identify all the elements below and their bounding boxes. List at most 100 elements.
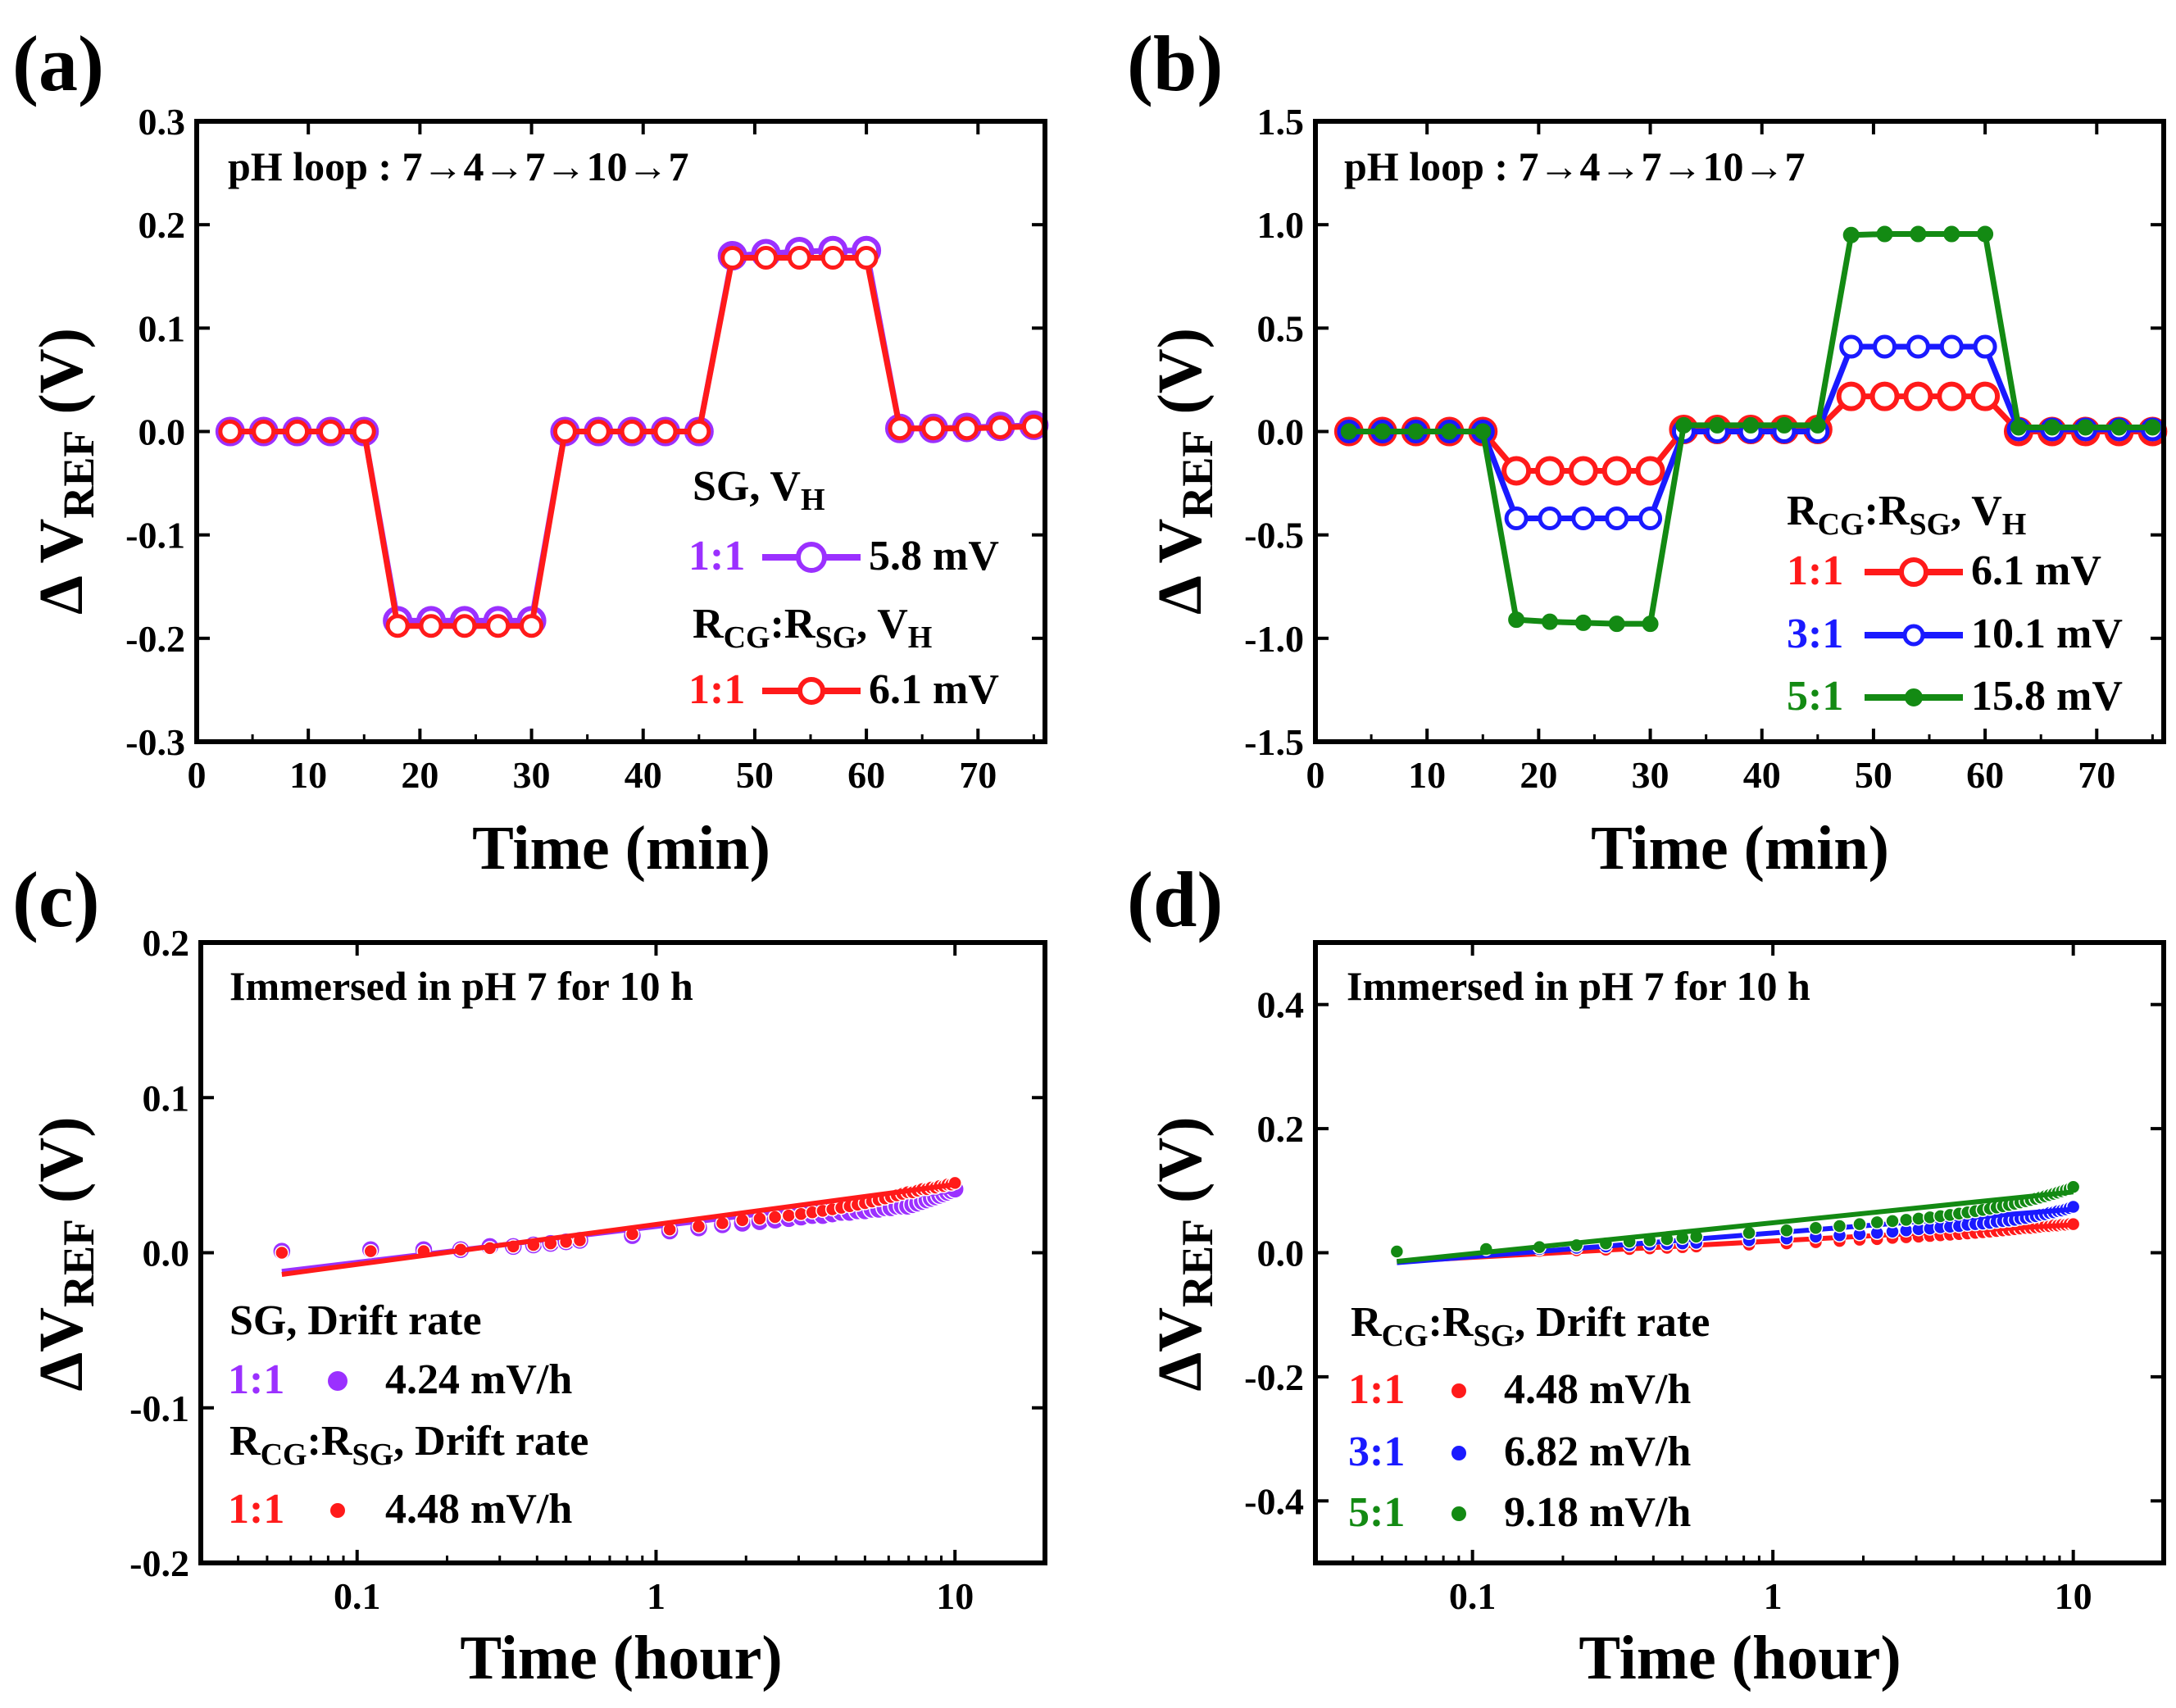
- panel-b-ytick-label: -1.0: [1244, 618, 1304, 660]
- panel-letter-a: (a): [12, 20, 104, 107]
- panel-b-series-3-point: [2010, 419, 2027, 436]
- panel-b-series-2-point: [1538, 506, 1562, 530]
- panel-a-series-2-point: [586, 420, 611, 443]
- panel-d-xtick-label: 10: [2055, 1575, 2092, 1617]
- legend-d-value-2: 6.82 mV/h: [1504, 1429, 1691, 1475]
- panel-b-annotation: pH loop : 7→4→7→10→7: [1344, 143, 1806, 189]
- panel-b-series-2-point: [1939, 334, 1964, 359]
- panel-d: (d) ΔVREF (V) Time (hour) 0.1 1 10 -0.4 -0.2…: [1127, 856, 2166, 1692]
- panel-c-ytick-label: 0.2: [143, 922, 190, 964]
- panel-b-series-3-point: [2144, 419, 2161, 436]
- panel-a-series-2-point: [520, 614, 544, 638]
- panel-b-series-2-point: [1605, 506, 1629, 530]
- panel-d-series-3-point: [1885, 1214, 1900, 1229]
- panel-d-ytick-label: -0.4: [1244, 1480, 1304, 1522]
- panel-d-annotation: Immersed in pH 7 for 10 h: [1347, 963, 1810, 1009]
- panel-b-series-2-point: [1906, 334, 1930, 359]
- panel-b-series-1-point: [1937, 381, 1967, 411]
- panel-a-annotation: pH loop : 7→4→7→10→7: [228, 143, 689, 189]
- panel-d-series-3-point: [1742, 1225, 1756, 1241]
- panel-d-ytick-label: 0.4: [1257, 984, 1305, 1026]
- legend-d-key-1: 1:1: [1348, 1366, 1405, 1413]
- legend-a-rcg-title: RCG:RSG, VH: [693, 601, 932, 655]
- panel-b-series-3-point: [1642, 616, 1659, 633]
- panel-c-xtick-label: 0.1: [334, 1575, 381, 1617]
- panel-b-ytick-label: 1.0: [1257, 204, 1305, 246]
- panel-c-series-2-point: [781, 1208, 797, 1223]
- panel-b-series-2-point: [1504, 506, 1529, 530]
- panel-b-series-3-point: [1508, 611, 1525, 629]
- panel-d-series-3-point: [1832, 1219, 1847, 1233]
- panel-b-ytick-label: 1.5: [1257, 101, 1305, 143]
- panel-a-series-2-point: [653, 420, 678, 443]
- panel-c-xtick-label: 10: [936, 1575, 974, 1617]
- panel-a-ylabel: Δ VREF (V): [27, 328, 103, 615]
- legend-c-value-2: 4.48 mV/h: [385, 1486, 572, 1533]
- panel-a-series-2-point: [754, 246, 779, 270]
- panel-d-legend: RCG:RSG, Drift rate 1:1 4.48 mV/h 3:1 6.…: [1348, 1299, 1710, 1536]
- panel-a-series-2-point: [888, 416, 912, 441]
- panel-b-xtick-label: 40: [1743, 754, 1781, 796]
- panel-b-series-1-point: [1970, 381, 2001, 411]
- panel-b-series-3-point: [1574, 614, 1592, 631]
- panel-c-ytick-label: -0.2: [129, 1542, 189, 1584]
- panel-d-ylabel: ΔVREF (V): [1146, 1116, 1222, 1391]
- panel-b-series-1-point: [1635, 456, 1665, 486]
- panel-a-series-2-point: [854, 246, 879, 270]
- legend-a-key-2: 1:1: [688, 666, 745, 713]
- legend-d-marker-1: [1451, 1383, 1466, 1398]
- panel-a-ytick-label: 0.3: [139, 101, 186, 143]
- panel-b-xtick-label: 30: [1632, 754, 1669, 796]
- legend-d-marker-3: [1451, 1506, 1466, 1521]
- panel-a-series-2-point: [620, 420, 644, 443]
- panel-b-series-3-point: [2043, 419, 2060, 436]
- panel-a-xtick-label: 60: [847, 754, 885, 796]
- panel-c-ytick-label: 0.0: [143, 1233, 190, 1274]
- panel-a-ytick-label: 0.1: [139, 307, 186, 349]
- panel-a-series-2-point: [285, 420, 310, 443]
- panel-b-ylabel: Δ VREF (V): [1146, 328, 1222, 615]
- panel-a-frame: [194, 119, 1047, 744]
- panel-a-series-2-point: [988, 415, 1013, 439]
- panel-a-xtick-label: 20: [401, 754, 438, 796]
- legend-c-sg-title: SG, Drift rate: [229, 1297, 482, 1344]
- panel-b-ytick-label: 0.5: [1257, 307, 1305, 349]
- panel-a-series-2-point: [820, 246, 845, 270]
- panel-d-series-3-point: [1869, 1215, 1884, 1230]
- panel-b-series-3-point: [1809, 416, 1826, 434]
- panel-d-xlabel: Time (hour): [1579, 1624, 1901, 1692]
- panel-d-xtick-label: 0.1: [1449, 1575, 1497, 1617]
- panel-b-xlabel: Time (min): [1591, 814, 1889, 883]
- panel-b: (b) Δ VREF (V) Time (min) 0 10 20 30 40 50 60 7…: [1127, 20, 2168, 883]
- panel-a-xtick-label: 40: [625, 754, 662, 796]
- panel-b-series-3-point: [1910, 225, 1927, 243]
- panel-b-xtick-label: 10: [1408, 754, 1446, 796]
- panel-c-series-2-point: [767, 1210, 783, 1224]
- panel-b-xtick-label: 70: [2078, 754, 2115, 796]
- panel-b-series-3-point: [1340, 423, 1357, 440]
- legend-a-sg-title: SG, VH: [693, 463, 825, 517]
- panel-d-plot-area: 0.1 1 10 -0.4 -0.2 0.0 0.2 0.4: [1244, 943, 2165, 1617]
- panel-c-ytick-label: 0.1: [143, 1077, 190, 1119]
- panel-a-series-2-point: [252, 420, 276, 443]
- panel-a-series-2-point: [552, 420, 577, 443]
- panel-c-frame: [198, 940, 1047, 1565]
- legend-c-marker-1: [328, 1371, 348, 1391]
- panel-c-annotation: Immersed in pH 7 for 10 h: [229, 963, 693, 1009]
- legend-b-value-2: 10.1 mV: [1971, 611, 2123, 657]
- panel-d-frame: [1313, 940, 2166, 1565]
- panel-a-xlabel: Time (min): [472, 814, 770, 883]
- legend-c-rcg-title: RCG:RSG, Drift rate: [229, 1418, 588, 1472]
- panel-b-legend: RCG:RSG, VH 1:1 6.1 mV 3:1 10.1 mV 5:1 1…: [1787, 488, 2123, 720]
- legend-d-value-3: 9.18 mV/h: [1504, 1489, 1691, 1536]
- panel-d-series-3-point: [1779, 1223, 1794, 1238]
- panel-b-series-1-point: [1601, 456, 1632, 486]
- panel-a-xtick-label: 0: [188, 754, 207, 796]
- panel-a-series-2-point: [218, 420, 243, 443]
- panel-c-legend: SG, Drift rate 1:1 4.24 mV/h RCG:RSG, Dr…: [228, 1297, 588, 1533]
- panel-a-series-2-point: [921, 416, 946, 441]
- legend-c-value-1: 4.24 mV/h: [385, 1356, 572, 1403]
- panel-b-series-3-point: [1608, 616, 1625, 633]
- panel-b-series-2-point: [1873, 334, 1897, 359]
